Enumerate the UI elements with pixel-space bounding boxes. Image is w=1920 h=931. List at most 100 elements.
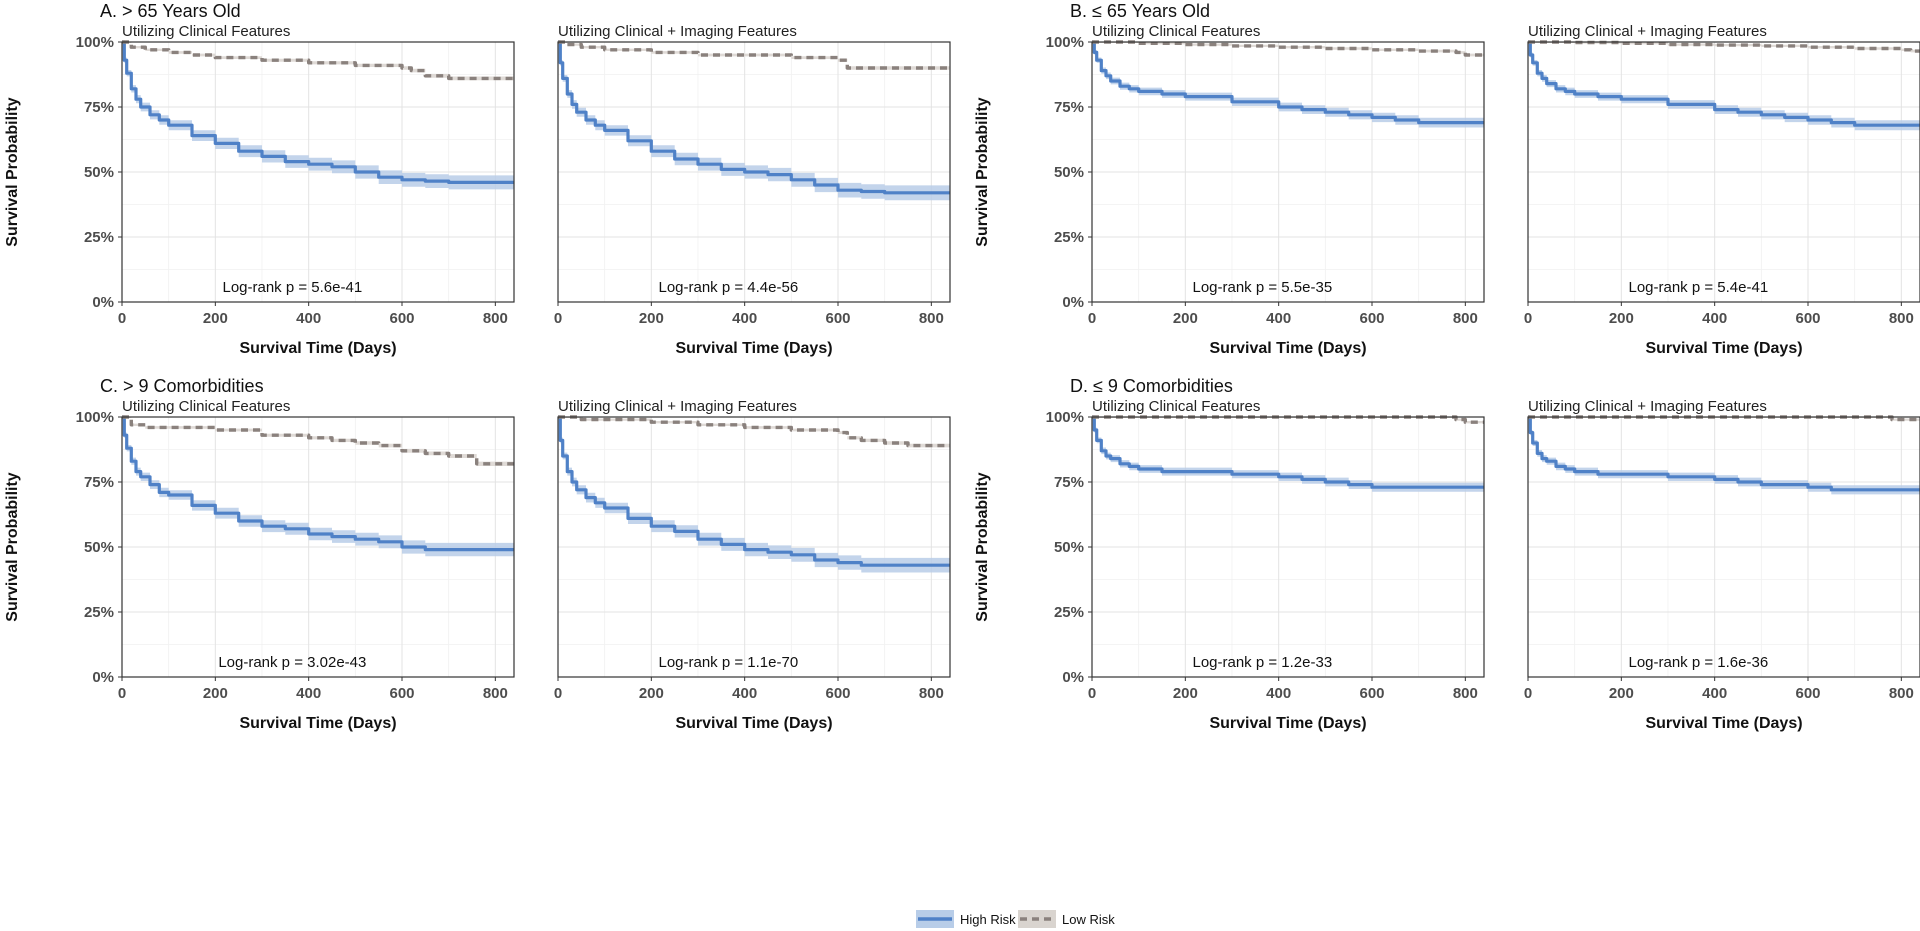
- x-tick-label: 800: [1889, 310, 1914, 327]
- logrank-pvalue: Log-rank p = 4.4e-56: [658, 279, 798, 296]
- x-tick-label: 0: [554, 310, 562, 327]
- x-axis-label: Survival Time (Days): [239, 715, 396, 732]
- x-tick-label: 200: [203, 685, 228, 702]
- low-risk-curve: [122, 40, 514, 81]
- x-axis-label: Survival Time (Days): [1209, 715, 1366, 732]
- y-tick-label: 0%: [1062, 669, 1084, 686]
- gridlines: [121, 41, 514, 303]
- y-tick-label: 75%: [1054, 474, 1084, 491]
- y-axis-label: Survival Probability: [4, 472, 21, 621]
- y-tick-label: 100%: [1046, 34, 1084, 51]
- x-tick-label: 400: [1266, 310, 1291, 327]
- high-risk-curve: [1528, 40, 1920, 127]
- x-tick-label: 800: [919, 310, 944, 327]
- y-tick-label: 0%: [92, 669, 114, 686]
- group-title: D. ≤ 9 Comorbidities: [1070, 376, 1233, 396]
- panel-subtitle: Utilizing Clinical + Imaging Features: [1528, 23, 1767, 40]
- panel-subtitle: Utilizing Clinical Features: [1092, 398, 1260, 415]
- panel-subtitle: Utilizing Clinical + Imaging Features: [558, 23, 797, 40]
- x-tick-label: 0: [554, 685, 562, 702]
- high-risk-ci-band: [1092, 417, 1484, 492]
- x-tick-label: 200: [1173, 685, 1198, 702]
- x-tick-label: 600: [825, 685, 850, 702]
- low-risk-curve: [1092, 40, 1484, 57]
- high-risk-curve: [1092, 40, 1484, 125]
- logrank-pvalue: Log-rank p = 1.1e-70: [658, 654, 798, 671]
- chart-group: A. > 65 Years Old Survival Probability Uti…: [4, 1, 951, 357]
- high-risk-curve: [1092, 415, 1484, 489]
- low-risk-ci-band: [122, 417, 514, 466]
- low-risk-ci-band: [558, 417, 950, 448]
- low-risk-ci-band: [122, 42, 514, 81]
- x-tick-label: 400: [732, 310, 757, 327]
- y-tick-label: 75%: [84, 99, 114, 116]
- x-tick-label: 200: [639, 310, 664, 327]
- x-tick-label: 400: [1702, 310, 1727, 327]
- gridlines: [1527, 416, 1920, 678]
- panel-subtitle: Utilizing Clinical + Imaging Features: [1528, 398, 1767, 415]
- logrank-pvalue: Log-rank p = 5.5e-35: [1192, 279, 1332, 296]
- x-tick-label: 200: [639, 685, 664, 702]
- high-risk-ci-band: [1528, 42, 1920, 131]
- high-risk-ci-band: [1092, 42, 1484, 128]
- logrank-pvalue: Log-rank p = 3.02e-43: [218, 654, 366, 671]
- y-tick-label: 50%: [84, 164, 114, 181]
- low-risk-curve: [122, 415, 514, 466]
- y-tick-label: 50%: [1054, 539, 1084, 556]
- x-axis-label: Survival Time (Days): [1209, 340, 1366, 357]
- y-tick-label: 25%: [1054, 604, 1084, 621]
- low-risk-curve: [558, 40, 950, 70]
- x-tick-label: 0: [118, 310, 126, 327]
- x-tick-label: 600: [1795, 310, 1820, 327]
- panel-subtitle: Utilizing Clinical Features: [1092, 23, 1260, 40]
- high-risk-curve: [1528, 415, 1920, 492]
- legend-label: Low Risk: [1062, 912, 1115, 927]
- y-tick-label: 75%: [1054, 99, 1084, 116]
- x-tick-label: 600: [389, 310, 414, 327]
- x-tick-label: 800: [1889, 685, 1914, 702]
- legend: High Risk Low Risk: [916, 910, 1115, 928]
- y-axis-label: Survival Probability: [974, 97, 991, 246]
- group-title: C. > 9 Comorbidities: [100, 376, 264, 396]
- panel-subtitle: Utilizing Clinical Features: [122, 23, 290, 40]
- x-tick-label: 200: [1609, 685, 1634, 702]
- x-axis-label: Survival Time (Days): [239, 340, 396, 357]
- x-tick-label: 800: [1453, 310, 1478, 327]
- panel-subtitle: Utilizing Clinical + Imaging Features: [558, 398, 797, 415]
- group-title: B. ≤ 65 Years Old: [1070, 1, 1210, 21]
- y-tick-label: 75%: [84, 474, 114, 491]
- panel-border: [1527, 416, 1920, 678]
- logrank-pvalue: Log-rank p = 1.6e-36: [1628, 654, 1768, 671]
- y-tick-label: 0%: [92, 294, 114, 311]
- gridlines: [1091, 41, 1484, 303]
- high-risk-ci-band: [122, 42, 514, 190]
- x-tick-label: 800: [1453, 685, 1478, 702]
- x-tick-label: 800: [483, 310, 508, 327]
- x-tick-label: 400: [296, 685, 321, 702]
- y-tick-label: 25%: [84, 229, 114, 246]
- logrank-pvalue: Log-rank p = 1.2e-33: [1192, 654, 1332, 671]
- panel-border: [557, 416, 951, 678]
- x-axis-label: Survival Time (Days): [675, 715, 832, 732]
- x-tick-label: 0: [118, 685, 126, 702]
- y-tick-label: 0%: [1062, 294, 1084, 311]
- chart-group: C. > 9 Comorbidities Survival Probability…: [4, 376, 951, 732]
- high-risk-ci-band: [122, 417, 514, 557]
- x-tick-label: 400: [1702, 685, 1727, 702]
- legend-item-low-risk: Low Risk: [1018, 910, 1115, 928]
- x-tick-label: 600: [1359, 685, 1384, 702]
- x-tick-label: 0: [1524, 685, 1532, 702]
- x-axis-label: Survival Time (Days): [675, 340, 832, 357]
- y-tick-label: 25%: [1054, 229, 1084, 246]
- high-risk-ci-band: [1528, 417, 1920, 495]
- low-risk-curve: [558, 415, 950, 448]
- y-axis-label: Survival Probability: [4, 97, 21, 246]
- legend-label: High Risk: [960, 912, 1016, 927]
- x-tick-label: 0: [1088, 310, 1096, 327]
- x-tick-label: 0: [1524, 310, 1532, 327]
- gridlines: [1091, 416, 1484, 678]
- logrank-pvalue: Log-rank p = 5.6e-41: [222, 279, 362, 296]
- high-risk-ci-band: [558, 42, 950, 201]
- x-tick-label: 800: [483, 685, 508, 702]
